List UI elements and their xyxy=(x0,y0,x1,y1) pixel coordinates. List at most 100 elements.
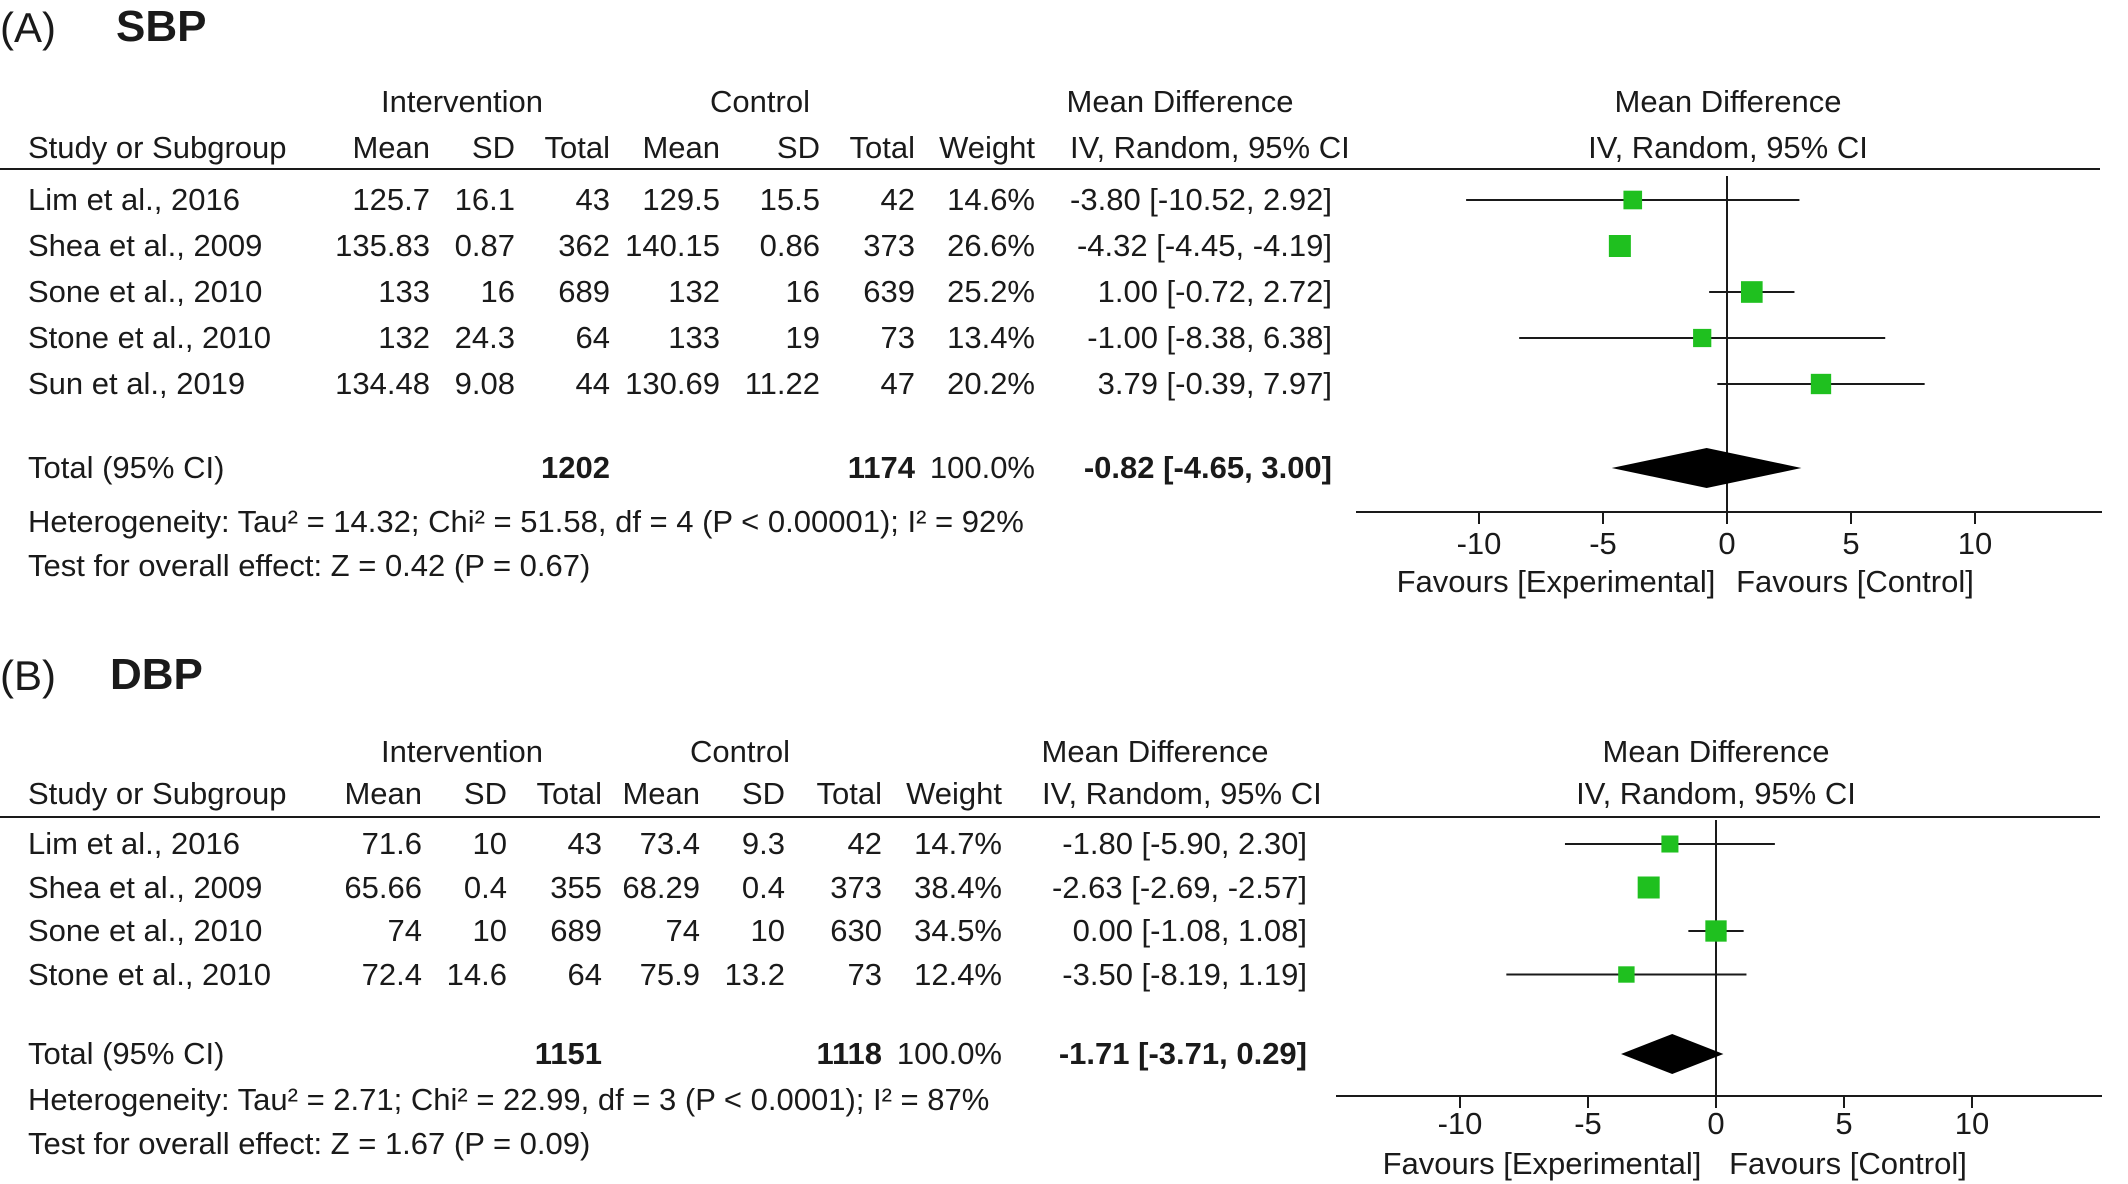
cell-study: Sun et al., 2019 xyxy=(28,366,246,401)
panel-letter: (B) xyxy=(0,652,56,699)
total-ctl-total: 1174 xyxy=(847,450,915,485)
cell-c-sd: 9.3 xyxy=(741,826,785,861)
forest-plot-area: -10 -5 0 5 10 Favours [Experimental] Favours [… xyxy=(1336,820,2102,1181)
cell-c-total: 73 xyxy=(847,956,882,992)
forest-plot-panel-a: (A) SBP Intervention Control Mean Differ… xyxy=(0,2,2102,599)
x-tick-label: 10 xyxy=(1955,1106,1989,1141)
cell-c-total: 373 xyxy=(830,869,882,905)
group-header-intervention: Intervention xyxy=(381,84,543,119)
cell-i-total: 43 xyxy=(567,826,602,861)
heterogeneity: Heterogeneity: Tau² = 2.71; Chi² = 22.99… xyxy=(28,1082,990,1117)
x-tick-label: -10 xyxy=(1457,526,1502,561)
panel-title: DBP xyxy=(110,650,203,699)
cell-i-sd: 14.6 xyxy=(446,956,507,992)
forest-plot-panel-b: (B) DBP Intervention Control Mean Differ… xyxy=(0,640,2128,1184)
cell-i-mean: 65.66 xyxy=(344,869,422,905)
cell-ci-text: -4.32 [-4.45, -4.19] xyxy=(1076,228,1332,263)
cell-weight: 14.6% xyxy=(947,182,1035,217)
column-header-int-sd: SD xyxy=(471,130,515,165)
cell-study: Shea et al., 2009 xyxy=(28,228,263,263)
cell-c-sd: 19 xyxy=(785,320,820,355)
total-weight: 100.0% xyxy=(896,1036,1002,1071)
cell-i-total: 43 xyxy=(575,182,610,217)
x-tick-label: 5 xyxy=(1835,1106,1852,1141)
cell-study: Lim et al., 2016 xyxy=(28,826,240,861)
cell-ci-text: -2.63 [-2.69, -2.57] xyxy=(1051,869,1307,905)
cell-i-sd: 0.87 xyxy=(454,228,515,263)
total-ci: -0.82 [-4.65, 3.00] xyxy=(1083,450,1332,485)
cell-i-sd: 24.3 xyxy=(454,320,515,355)
cell-weight: 20.2% xyxy=(947,366,1035,401)
x-tick-label: -5 xyxy=(1574,1106,1602,1141)
cell-weight: 12.4% xyxy=(914,956,1002,992)
cell-i-sd: 16.1 xyxy=(454,182,515,217)
group-header-control: Control xyxy=(690,734,790,769)
cell-c-total: 47 xyxy=(880,366,915,401)
favours-left-label: Favours [Experimental] xyxy=(1397,564,1716,599)
cell-c-mean: 73.4 xyxy=(639,826,700,861)
cell-c-sd: 10 xyxy=(750,913,785,948)
cell-i-mean: 135.83 xyxy=(335,228,430,263)
cell-weight: 25.2% xyxy=(947,274,1035,309)
total-weight: 100.0% xyxy=(929,450,1035,485)
total-label: Total (95% CI) xyxy=(28,450,225,485)
column-header-int-total: Total xyxy=(536,776,602,811)
cell-i-mean: 74 xyxy=(387,913,422,948)
cell-c-total: 630 xyxy=(830,913,882,948)
cell-c-sd: 15.5 xyxy=(759,182,820,217)
column-header-study: Study or Subgroup xyxy=(28,776,287,811)
plot-header-mean-difference: Mean Difference xyxy=(1614,84,1842,119)
cell-i-mean: 125.7 xyxy=(352,182,430,217)
cell-c-total: 42 xyxy=(847,826,882,861)
plot-header-mean-difference: Mean Difference xyxy=(1602,734,1830,769)
column-header-ctl-sd: SD xyxy=(741,776,785,811)
cell-study: Sone et al., 2010 xyxy=(28,913,263,948)
column-header-study: Study or Subgroup xyxy=(28,130,287,165)
cell-c-mean: 68.29 xyxy=(622,869,700,905)
column-header-int-mean: Mean xyxy=(344,776,422,811)
header-rule xyxy=(0,168,2100,170)
cell-study: Sone et al., 2010 xyxy=(28,274,263,309)
group-header-control: Control xyxy=(710,84,810,119)
cell-c-sd: 13.2 xyxy=(724,956,785,992)
column-header-int-total: Total xyxy=(544,130,610,165)
cell-i-total: 362 xyxy=(558,228,610,263)
group-header-mean-difference: Mean Difference xyxy=(1066,84,1294,119)
favours-left-label: Favours [Experimental] xyxy=(1383,1146,1702,1181)
cell-c-mean: 74 xyxy=(665,913,700,948)
plot-header-ci: IV, Random, 95% CI xyxy=(1588,130,1868,165)
cell-c-mean: 133 xyxy=(668,320,720,355)
effect-marker xyxy=(1608,235,1631,257)
x-tick-label: 0 xyxy=(1707,1106,1724,1141)
total-ci: -1.71 [-3.71, 0.29] xyxy=(1058,1036,1307,1071)
cell-i-mean: 133 xyxy=(378,274,430,309)
cell-c-sd: 11.22 xyxy=(744,366,820,401)
column-header-weight: Weight xyxy=(906,776,1002,811)
cell-ci-text: 0.00 [-1.08, 1.08] xyxy=(1072,913,1307,948)
column-header-ctl-total: Total xyxy=(816,776,882,811)
group-header-mean-difference: Mean Difference xyxy=(1041,734,1269,769)
cell-c-mean: 140.15 xyxy=(625,228,720,263)
cell-ci-text: -3.50 [-8.19, 1.19] xyxy=(1062,956,1307,992)
cell-c-sd: 0.4 xyxy=(741,869,785,905)
cell-i-sd: 0.4 xyxy=(463,869,507,905)
cell-c-mean: 132 xyxy=(668,274,720,309)
cell-i-sd: 9.08 xyxy=(454,366,515,401)
effect-marker xyxy=(1740,281,1763,303)
effect-marker xyxy=(1661,835,1679,853)
total-label: Total (95% CI) xyxy=(28,1036,225,1071)
cell-c-total: 373 xyxy=(863,228,915,263)
column-header-ctl-mean: Mean xyxy=(642,130,720,165)
cell-i-total: 689 xyxy=(550,913,602,948)
cell-ci-text: -1.00 [-8.38, 6.38] xyxy=(1087,320,1332,355)
column-header-ci: IV, Random, 95% CI xyxy=(1070,130,1350,165)
column-header-int-sd: SD xyxy=(463,776,507,811)
cell-study: Lim et al., 2016 xyxy=(28,182,240,217)
x-tick-label: -5 xyxy=(1589,526,1617,561)
overall-effect: Test for overall effect: Z = 1.67 (P = 0… xyxy=(28,1126,591,1161)
cell-c-total: 73 xyxy=(880,320,915,355)
forest-plot-area: -10 -5 0 5 10 Favours [Experimental] Favours [… xyxy=(1356,176,2102,599)
x-tick-label: 10 xyxy=(1958,526,1992,561)
cell-i-sd: 10 xyxy=(472,826,507,861)
column-header-ci: IV, Random, 95% CI xyxy=(1042,776,1322,811)
